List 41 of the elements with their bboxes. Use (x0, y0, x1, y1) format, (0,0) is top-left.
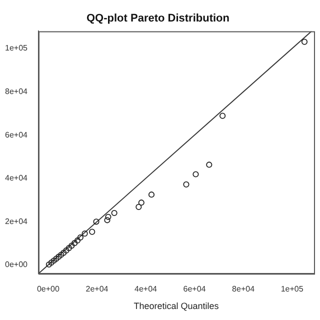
chart-title: QQ-plot Pareto Distribution (86, 12, 230, 25)
point (206, 162, 212, 168)
x-tick-label: 6e+04 (183, 284, 206, 294)
point (48, 260, 54, 266)
point (58, 252, 64, 258)
point (136, 204, 142, 210)
x-tick-label: 8e+04 (232, 284, 256, 294)
x-axis-title: Theoretical Quantiles (134, 301, 220, 312)
point (68, 242, 75, 249)
point (220, 112, 226, 119)
x-tick-label: 4e+04 (134, 284, 158, 294)
point (148, 192, 155, 198)
y-tick-label: 8e+04 (5, 87, 28, 96)
point (72, 240, 78, 246)
point (183, 181, 190, 188)
point (63, 247, 70, 254)
y-tick-label: 2e+04 (5, 216, 28, 226)
point (111, 210, 118, 216)
x-tick-label: 1e+05 (280, 284, 304, 294)
point (50, 258, 57, 264)
point (74, 237, 81, 244)
y-tick-label: 6e+04 (5, 130, 28, 140)
point (77, 234, 84, 241)
x-tick-label: 2e+04 (86, 284, 109, 294)
point (89, 228, 96, 235)
y-tick-label: 0e+00 (5, 260, 28, 270)
point (192, 171, 199, 178)
point (82, 230, 88, 237)
point (93, 218, 100, 225)
point (53, 256, 60, 262)
point (301, 38, 308, 45)
point (46, 261, 52, 268)
point (104, 217, 110, 224)
point (60, 250, 67, 256)
point (138, 200, 144, 206)
y-tick-label: 4e+04 (5, 174, 28, 183)
point (56, 254, 62, 260)
point (66, 245, 72, 252)
y-tick-label: 1e+05 (5, 44, 28, 53)
point (105, 214, 112, 220)
x-tick-label: 0e+00 (36, 284, 60, 294)
